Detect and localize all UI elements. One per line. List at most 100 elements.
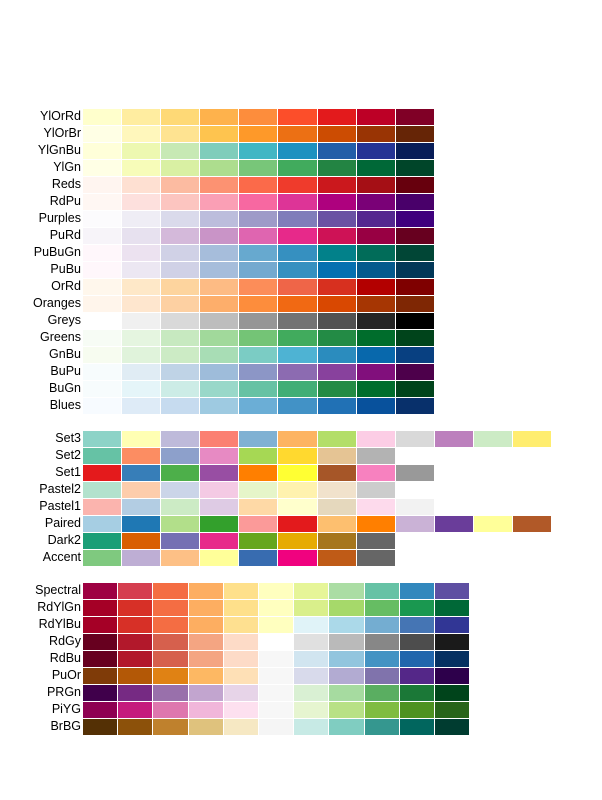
color-swatch — [83, 278, 122, 295]
color-swatch — [357, 142, 396, 159]
color-swatch — [200, 447, 239, 464]
color-swatch — [357, 481, 396, 498]
palette-row: PuBu — [23, 261, 435, 278]
color-swatch — [357, 108, 396, 125]
color-swatch — [435, 633, 470, 650]
color-swatch — [200, 193, 239, 210]
palette-row: PuOr — [23, 667, 470, 684]
color-swatch — [153, 684, 188, 701]
color-swatch — [396, 159, 435, 176]
color-swatch — [200, 261, 239, 278]
color-swatch — [329, 718, 364, 735]
color-swatch — [435, 650, 470, 667]
color-swatch — [153, 633, 188, 650]
color-swatch — [161, 363, 200, 380]
swatch-strip — [83, 430, 552, 447]
color-swatch — [278, 193, 317, 210]
palette-label: Spectral — [23, 582, 83, 599]
color-swatch — [474, 515, 513, 532]
color-swatch — [396, 464, 435, 481]
color-swatch — [122, 312, 161, 329]
color-swatch — [189, 701, 224, 718]
color-swatch — [396, 380, 435, 397]
color-swatch — [189, 582, 224, 599]
palette-label: Blues — [23, 397, 83, 414]
swatch-strip — [83, 684, 470, 701]
palette-label: PiYG — [23, 701, 83, 718]
palette-label: RdGy — [23, 633, 83, 650]
color-swatch — [239, 397, 278, 414]
palette-label: PuBu — [23, 261, 83, 278]
swatch-strip — [83, 363, 435, 380]
palette-row: BuPu — [23, 363, 435, 380]
color-swatch — [239, 549, 278, 566]
color-swatch — [278, 108, 317, 125]
color-swatch — [224, 582, 259, 599]
color-swatch — [239, 515, 278, 532]
color-swatch — [161, 329, 200, 346]
color-swatch — [83, 227, 122, 244]
palette-label: Paired — [23, 515, 83, 532]
color-swatch — [83, 176, 122, 193]
swatch-strip — [83, 108, 435, 125]
palette-row: Blues — [23, 397, 435, 414]
color-swatch — [200, 278, 239, 295]
swatch-strip — [83, 532, 396, 549]
color-swatch — [224, 616, 259, 633]
color-swatch — [200, 142, 239, 159]
color-swatch — [318, 532, 357, 549]
color-swatch — [318, 227, 357, 244]
color-swatch — [118, 667, 153, 684]
color-swatch — [83, 599, 118, 616]
color-swatch — [118, 718, 153, 735]
color-swatch — [357, 430, 396, 447]
color-swatch — [239, 142, 278, 159]
color-swatch — [200, 363, 239, 380]
color-swatch — [396, 142, 435, 159]
palette-row: BuGn — [23, 380, 435, 397]
swatch-strip — [83, 244, 435, 261]
color-swatch — [83, 108, 122, 125]
palette-group-sequential: YlOrRdYlOrBrYlGnBuYlGnRedsRdPuPurplesPuR… — [23, 108, 435, 414]
swatch-strip — [83, 599, 470, 616]
color-swatch — [83, 295, 122, 312]
color-swatch — [278, 312, 317, 329]
color-swatch — [118, 684, 153, 701]
color-swatch — [83, 667, 118, 684]
swatch-strip — [83, 616, 470, 633]
color-swatch — [200, 481, 239, 498]
palette-group-diverging: SpectralRdYlGnRdYlBuRdGyRdBuPuOrPRGnPiYG… — [23, 582, 470, 735]
palette-row: PuRd — [23, 227, 435, 244]
palette-label: RdYlGn — [23, 599, 83, 616]
color-swatch — [122, 481, 161, 498]
palette-row: Set3 — [23, 430, 552, 447]
color-swatch — [239, 210, 278, 227]
color-swatch — [153, 616, 188, 633]
color-swatch — [400, 599, 435, 616]
color-swatch — [357, 176, 396, 193]
color-swatch — [83, 498, 122, 515]
color-swatch — [435, 430, 474, 447]
color-swatch — [365, 616, 400, 633]
color-swatch — [118, 701, 153, 718]
palette-label: YlGn — [23, 159, 83, 176]
color-swatch — [83, 312, 122, 329]
color-swatch — [278, 549, 317, 566]
color-swatch — [122, 498, 161, 515]
color-swatch — [294, 616, 329, 633]
color-swatch — [278, 430, 317, 447]
swatch-strip — [83, 193, 435, 210]
color-swatch — [122, 329, 161, 346]
color-swatch — [200, 108, 239, 125]
color-swatch — [239, 346, 278, 363]
color-swatch — [189, 616, 224, 633]
color-swatch — [278, 346, 317, 363]
color-swatch — [83, 718, 118, 735]
color-swatch — [161, 210, 200, 227]
palette-label: Set2 — [23, 447, 83, 464]
palette-label: Greys — [23, 312, 83, 329]
color-swatch — [329, 684, 364, 701]
palette-label: PuRd — [23, 227, 83, 244]
color-swatch — [318, 447, 357, 464]
color-swatch — [400, 667, 435, 684]
